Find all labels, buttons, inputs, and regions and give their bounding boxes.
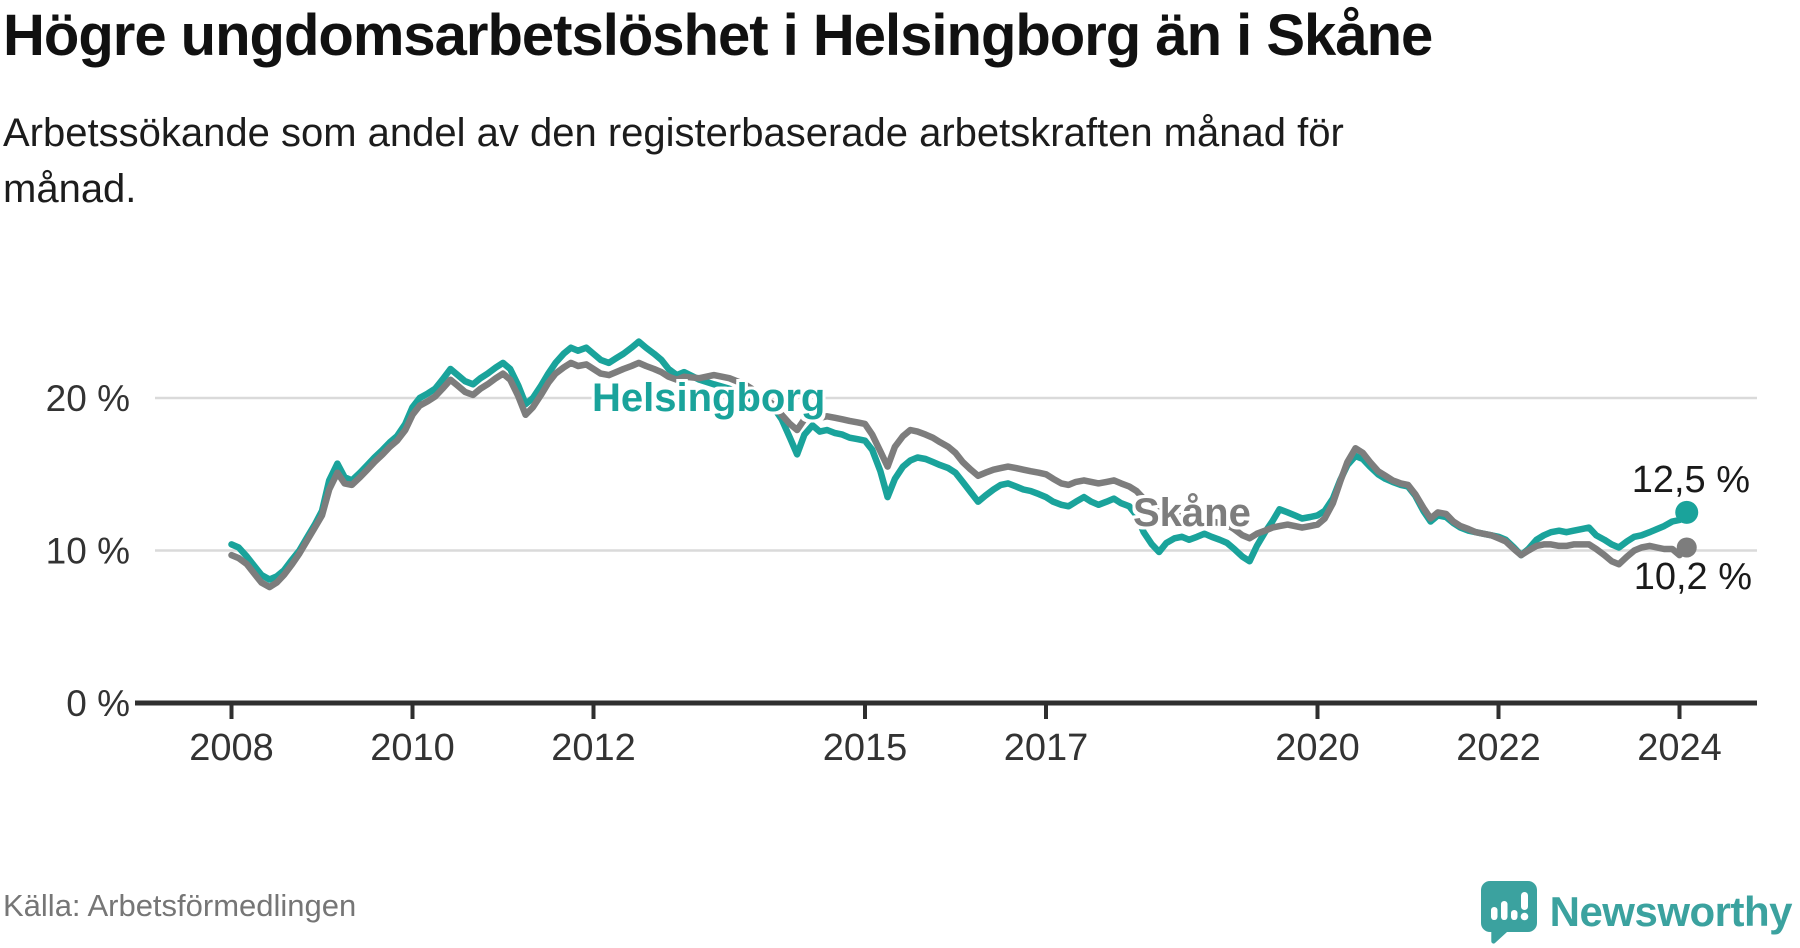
x-tick-label-2008: 2008	[189, 727, 274, 769]
newsworthy-wordmark: Newsworthy	[1549, 888, 1793, 935]
newsworthy-logo[interactable]: Newsworthy	[1480, 880, 1793, 944]
skane-line	[228, 359, 1690, 591]
y-tick-label: 10 %	[46, 531, 130, 572]
skane-end-dot	[1676, 537, 1697, 558]
gridlines: 20 % 10 % 0 %	[46, 378, 1757, 724]
chart-subtitle: Arbetssökande som andel av den registerb…	[3, 111, 1344, 211]
x-axis: 2008 2010 2012 2015 2017 2020 2022 2024	[135, 700, 1757, 769]
y-tick-label: 0 %	[66, 683, 130, 724]
x-tick-label-2020: 2020	[1275, 727, 1360, 769]
skane-series-label: Skåne	[1133, 491, 1251, 535]
x-tick-label-2017: 2017	[1004, 727, 1089, 769]
series-lines	[228, 338, 1699, 591]
chart-title: Högre ungdomsarbetslöshet i Helsingborg …	[3, 3, 1433, 68]
source-note: Källa: Arbetsförmedlingen	[3, 888, 357, 923]
x-tick-label-2012: 2012	[551, 727, 636, 769]
helsingborg-end-value-label: 12,5 %	[1631, 459, 1750, 501]
helsingborg-series-label: Helsingborg	[592, 376, 826, 420]
x-tick-label-2015: 2015	[823, 727, 908, 769]
newsworthy-bubble-icon	[1480, 881, 1537, 944]
x-tick-label-2024: 2024	[1637, 727, 1722, 769]
x-tick-label-2010: 2010	[370, 727, 455, 769]
x-tick-label-2022: 2022	[1456, 727, 1541, 769]
skane-end-value-label: 10,2 %	[1633, 556, 1752, 598]
y-tick-label: 20 %	[46, 378, 130, 419]
helsingborg-end-dot	[1675, 500, 1699, 524]
